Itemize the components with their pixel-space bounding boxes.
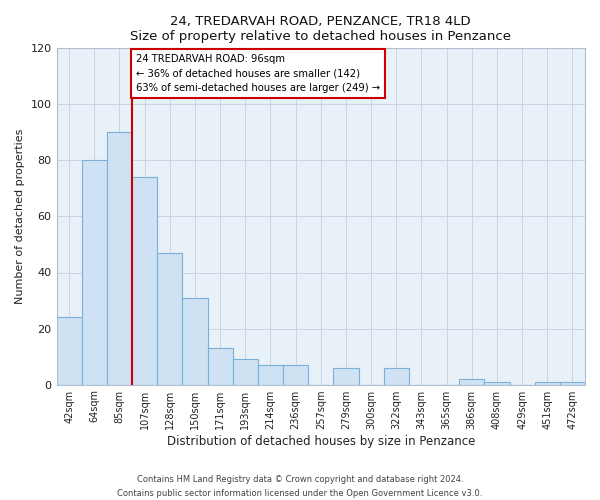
- Bar: [233, 360, 258, 384]
- Bar: [334, 368, 359, 384]
- Bar: [560, 382, 585, 384]
- Bar: [182, 298, 208, 384]
- Title: 24, TREDARVAH ROAD, PENZANCE, TR18 4LD
Size of property relative to detached hou: 24, TREDARVAH ROAD, PENZANCE, TR18 4LD S…: [130, 15, 511, 43]
- Text: Contains HM Land Registry data © Crown copyright and database right 2024.
Contai: Contains HM Land Registry data © Crown c…: [118, 476, 482, 498]
- Bar: [535, 382, 560, 384]
- Bar: [56, 318, 82, 384]
- Text: 24 TREDARVAH ROAD: 96sqm
← 36% of detached houses are smaller (142)
63% of semi-: 24 TREDARVAH ROAD: 96sqm ← 36% of detach…: [136, 54, 380, 92]
- Bar: [283, 365, 308, 384]
- Bar: [484, 382, 509, 384]
- Bar: [459, 379, 484, 384]
- Bar: [157, 253, 182, 384]
- Bar: [383, 368, 409, 384]
- Bar: [258, 365, 283, 384]
- Bar: [107, 132, 132, 384]
- Bar: [132, 177, 157, 384]
- Bar: [82, 160, 107, 384]
- X-axis label: Distribution of detached houses by size in Penzance: Distribution of detached houses by size …: [167, 434, 475, 448]
- Y-axis label: Number of detached properties: Number of detached properties: [15, 129, 25, 304]
- Bar: [208, 348, 233, 385]
